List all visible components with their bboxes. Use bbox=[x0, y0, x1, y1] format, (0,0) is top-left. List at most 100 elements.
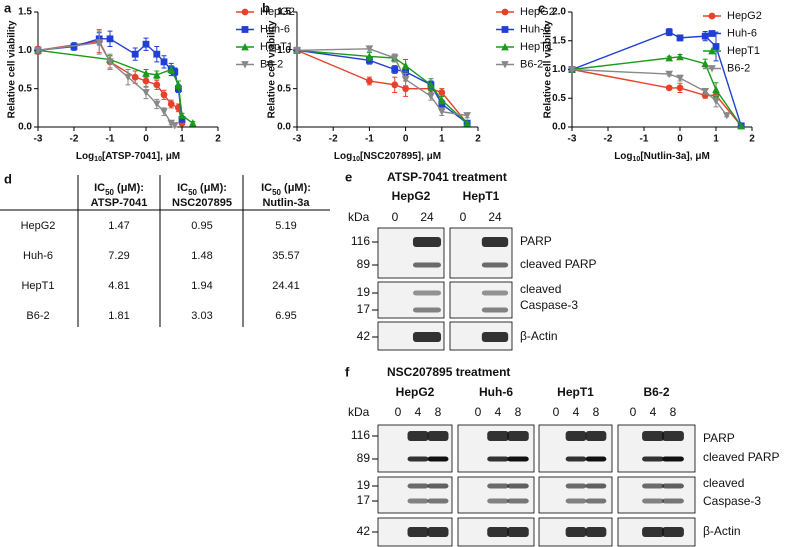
marker bbox=[167, 119, 175, 128]
marker bbox=[160, 58, 168, 66]
marker bbox=[167, 65, 175, 73]
x-tick-label: 0 bbox=[403, 134, 409, 145]
column-header: IC50 (μM): bbox=[261, 182, 311, 197]
x-tick-label: -3 bbox=[568, 134, 577, 145]
table-cell: 4.81 bbox=[108, 280, 129, 292]
legend-label: HepT1 bbox=[260, 41, 293, 53]
x-axis-label-part: [ATSP-7041], μM bbox=[102, 151, 180, 162]
marker bbox=[167, 100, 175, 108]
band bbox=[487, 498, 509, 504]
legend-label: HepG2 bbox=[727, 10, 762, 22]
marker bbox=[701, 32, 709, 40]
group-label: HepG2 bbox=[392, 189, 431, 203]
marker bbox=[174, 80, 183, 89]
legend-label: B6-2 bbox=[520, 58, 543, 70]
column-header: ATSP-7041 bbox=[91, 197, 148, 209]
target-label: cleaved bbox=[703, 476, 744, 490]
band bbox=[487, 431, 509, 441]
legend-marker bbox=[708, 30, 716, 37]
y-tick-label: 0.0 bbox=[277, 122, 291, 133]
band bbox=[585, 431, 607, 441]
column-header: NSC207895 bbox=[172, 197, 232, 209]
size-marker: 42 bbox=[357, 524, 371, 538]
band bbox=[427, 483, 449, 489]
band bbox=[481, 332, 509, 342]
lane-label: 4 bbox=[573, 405, 580, 419]
band bbox=[481, 290, 509, 296]
target-label: cleaved PARP bbox=[703, 450, 779, 464]
band bbox=[565, 483, 587, 489]
marker bbox=[723, 112, 731, 120]
target-label: PARP bbox=[703, 431, 735, 445]
y-axis-label: Relative cell viability bbox=[543, 20, 554, 118]
column-header-part: 50 bbox=[105, 188, 114, 197]
table-cell: HepG2 bbox=[21, 220, 56, 232]
band bbox=[412, 237, 442, 247]
group-label: HepG2 bbox=[396, 385, 435, 399]
legend-marker bbox=[708, 47, 716, 55]
lane-label: 0 bbox=[630, 405, 637, 419]
band bbox=[427, 527, 449, 537]
marker bbox=[427, 80, 435, 89]
column-header-part: 50 bbox=[188, 188, 197, 197]
lane-label: 0 bbox=[553, 405, 560, 419]
column-header-part: IC bbox=[177, 182, 188, 194]
marker bbox=[568, 66, 576, 74]
marker bbox=[676, 34, 684, 42]
lane-label: 24 bbox=[420, 210, 434, 224]
size-marker: 42 bbox=[357, 329, 371, 343]
marker bbox=[34, 46, 42, 55]
legend-marker bbox=[241, 43, 249, 51]
band bbox=[412, 332, 442, 342]
target-label: cleaved PARP bbox=[520, 257, 596, 271]
y-tick-label: 0.5 bbox=[277, 83, 291, 94]
blot-panel bbox=[457, 476, 535, 514]
band bbox=[427, 498, 449, 504]
marker bbox=[189, 119, 197, 127]
x-axis-label-part: 10 bbox=[352, 156, 360, 163]
marker bbox=[160, 91, 168, 99]
x-axis-label-part: [Nutlin-3a], μM bbox=[640, 151, 709, 162]
y-tick-label: 1.5 bbox=[277, 7, 291, 18]
legend-marker bbox=[501, 43, 509, 51]
unit-label: kDa bbox=[348, 405, 370, 419]
x-tick-label: 2 bbox=[215, 134, 221, 145]
legend-label: Huh-6 bbox=[520, 23, 550, 35]
marker bbox=[142, 40, 150, 48]
band bbox=[407, 431, 429, 441]
marker bbox=[178, 111, 186, 119]
legend-label: HepG2 bbox=[520, 6, 555, 18]
x-axis-label-part: Log bbox=[334, 151, 352, 162]
size-marker: 19 bbox=[357, 285, 371, 299]
band bbox=[412, 290, 442, 296]
band bbox=[585, 527, 607, 537]
table-cell: 1.94 bbox=[191, 280, 212, 292]
legend-label: HepT1 bbox=[520, 41, 553, 53]
band bbox=[412, 262, 442, 268]
marker bbox=[131, 73, 139, 81]
x-tick-label: -2 bbox=[70, 134, 79, 145]
group-label: HepT1 bbox=[463, 189, 500, 203]
band bbox=[565, 456, 587, 462]
column-header: IC50 (μM): bbox=[177, 182, 227, 197]
band bbox=[662, 498, 684, 504]
band bbox=[407, 483, 429, 489]
series-line bbox=[571, 31, 742, 127]
column-header-part: 50 bbox=[272, 188, 281, 197]
marker bbox=[171, 68, 179, 76]
table-cell: 1.47 bbox=[108, 220, 129, 232]
panel-label: d bbox=[4, 171, 12, 186]
lane-label: 4 bbox=[650, 405, 657, 419]
marker bbox=[366, 77, 373, 85]
band bbox=[407, 456, 429, 462]
marker bbox=[142, 89, 150, 97]
x-axis-label-part: [NSC207895], μM bbox=[360, 151, 441, 162]
x-tick-label: 2 bbox=[475, 134, 481, 145]
marker bbox=[178, 115, 186, 123]
marker bbox=[712, 97, 720, 106]
band bbox=[481, 307, 509, 313]
marker bbox=[124, 73, 132, 82]
band bbox=[407, 527, 429, 537]
group-label: B6-2 bbox=[643, 385, 669, 399]
marker bbox=[676, 84, 684, 92]
